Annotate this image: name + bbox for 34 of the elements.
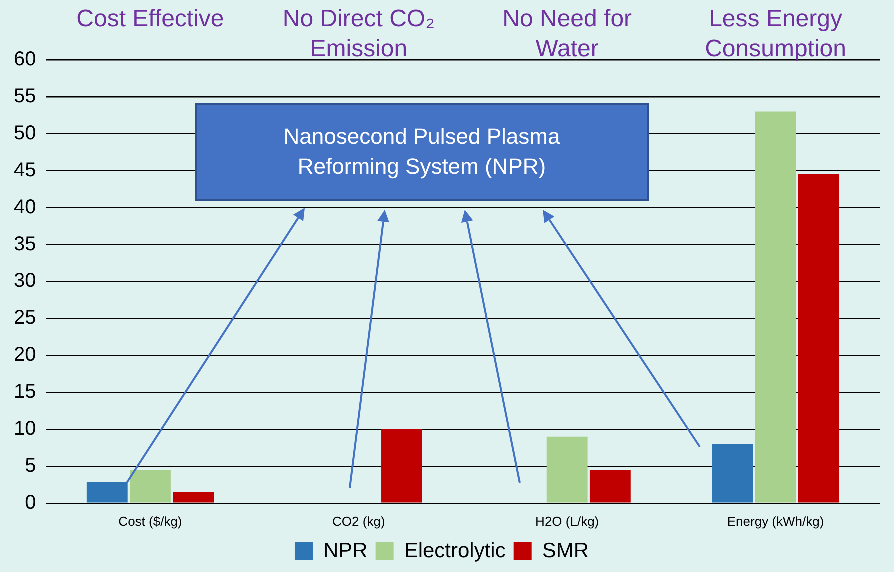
- x-tick-label: H2O (L/kg): [536, 514, 600, 529]
- y-tick-label: 60: [14, 48, 36, 71]
- y-tick-label: 20: [14, 344, 36, 366]
- annotation: No Need for Water: [502, 6, 632, 63]
- y-tick-label: 55: [14, 85, 36, 108]
- y-tick-label: 10: [14, 418, 36, 440]
- bar: [382, 430, 422, 503]
- annotation: Less Energy Consumption: [705, 6, 846, 63]
- legend-label: SMR: [542, 539, 590, 562]
- bar: [712, 444, 754, 503]
- bar: [546, 436, 588, 503]
- y-tick-label: 15: [14, 381, 36, 404]
- y-tick-label: 0: [25, 492, 36, 514]
- y-tick-label: 45: [14, 159, 36, 182]
- bar: [590, 470, 631, 503]
- y-tick-label: 30: [14, 270, 36, 292]
- y-tick-label: 35: [14, 233, 36, 256]
- bar: [130, 470, 171, 503]
- text-box: Nanosecond Pulsed Plasma Reforming System (NPR): [195, 103, 649, 201]
- legend-label: NPR: [323, 539, 368, 562]
- x-tick-label: Cost ($/kg): [118, 514, 182, 529]
- bar: [86, 482, 128, 503]
- bar: [798, 174, 840, 503]
- legend-label: Electrolytic: [404, 539, 506, 562]
- bar: [173, 492, 214, 503]
- y-tick-label: 40: [14, 196, 36, 218]
- y-tick-label: 5: [25, 454, 36, 477]
- y-tick-label: 25: [14, 307, 36, 330]
- y-tick-label: 50: [14, 122, 36, 144]
- bar: [755, 112, 796, 503]
- x-tick-label: CO2 (kg): [332, 514, 386, 529]
- annotation: No Direct CO₂ Emission: [282, 6, 435, 63]
- x-tick-label: Energy (kWh/kg): [727, 514, 824, 529]
- text: Cost Effective: [76, 6, 224, 33]
